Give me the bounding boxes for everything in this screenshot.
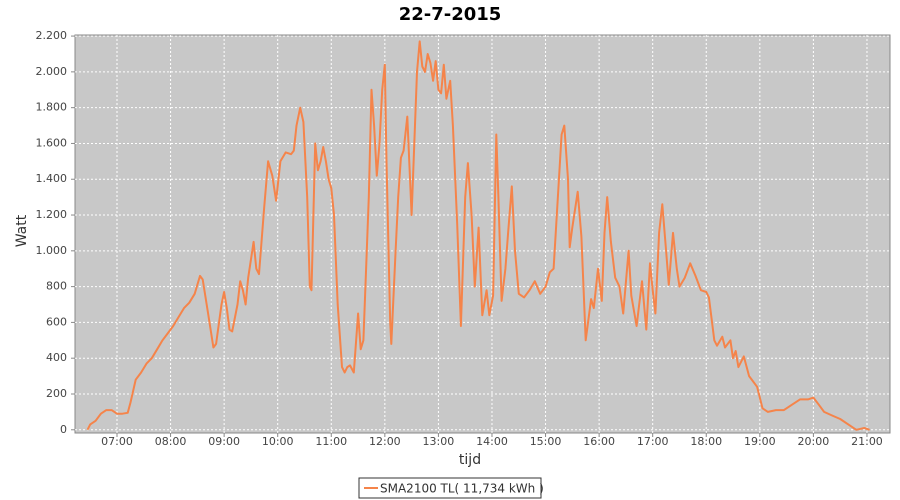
y-tick-label: 1.000 [36,244,68,257]
series-line [86,40,870,431]
plot-area [74,34,891,434]
y-tick-label: 2.000 [36,65,68,78]
x-tick-label: 18:00 [690,435,722,448]
x-tick-label: 12:00 [369,435,401,448]
x-tick-label: 07:00 [101,435,133,448]
x-tick-label: 21:00 [851,435,883,448]
y-tick-label: 400 [46,351,67,364]
y-tick-label: 600 [46,315,67,328]
y-tick-label: 2.200 [36,29,68,42]
y-tick-label: 800 [46,280,67,293]
x-tick-label: 14:00 [476,435,508,448]
x-tick-label: 19:00 [744,435,776,448]
y-axis-label: Watt [14,214,30,247]
y-tick-label: 1.200 [36,208,68,221]
legend-label: SMA2100 TL( 11,734 kWh ) [380,482,544,496]
x-tick-label: 20:00 [798,435,830,448]
x-tick-label: 10:00 [262,435,294,448]
y-tick-label: 1.800 [36,101,68,114]
y-tick-label: 0 [60,423,67,436]
y-tick-label: 1.400 [36,172,68,185]
x-tick-label: 09:00 [208,435,240,448]
y-tick-label: 1.600 [36,136,68,149]
x-tick-label: 08:00 [155,435,187,448]
x-tick-label: 15:00 [530,435,562,448]
y-tick-label: 200 [46,387,67,400]
x-tick-label: 16:00 [583,435,615,448]
legend-box [358,477,542,499]
chart-title: 22-7-2015 [399,4,502,25]
x-tick-label: 11:00 [315,435,347,448]
x-tick-label: 13:00 [423,435,455,448]
x-axis-label: tijd [459,452,481,468]
x-tick-label: 17:00 [637,435,669,448]
